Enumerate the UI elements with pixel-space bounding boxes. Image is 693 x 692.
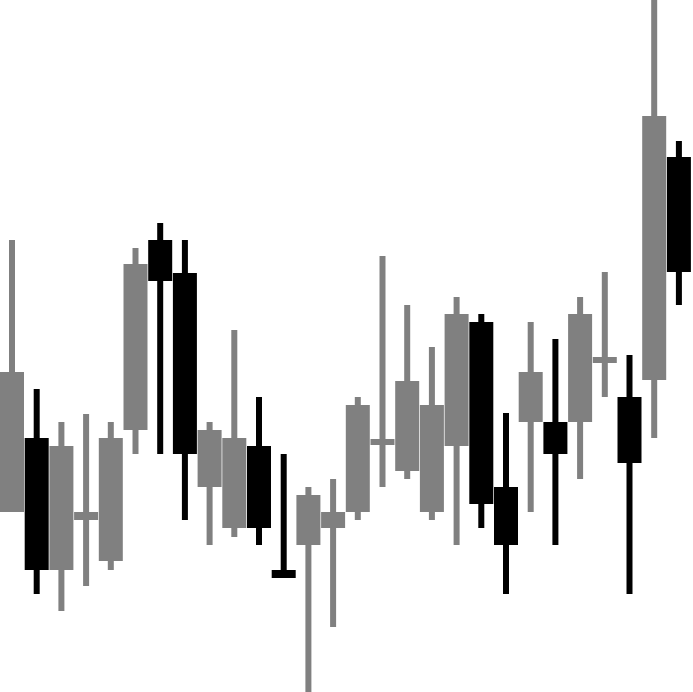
candle-26 <box>642 0 667 438</box>
candle-22 <box>543 339 568 545</box>
candle-27 <box>666 141 691 305</box>
candle-body-10 <box>247 446 271 528</box>
candle-wick-15 <box>379 256 386 487</box>
candle-body-20 <box>494 487 518 545</box>
candle-body-27 <box>666 157 691 272</box>
candle-body-25 <box>617 397 642 463</box>
candle-body-4 <box>98 438 123 561</box>
candle-11 <box>271 454 296 578</box>
candle-8 <box>197 422 222 545</box>
candle-7 <box>172 240 197 520</box>
candle-body-8 <box>197 430 222 487</box>
candle-5 <box>123 248 148 454</box>
candle-body-23 <box>568 314 593 422</box>
candle-body-14 <box>345 405 370 512</box>
candle-body-22 <box>543 422 568 454</box>
candle-body-13 <box>321 512 346 528</box>
candle-body-26 <box>642 116 667 380</box>
candle-body-19 <box>469 322 494 504</box>
candle-19 <box>469 314 494 528</box>
candle-body-2 <box>49 446 74 570</box>
candle-body-9 <box>222 438 247 528</box>
candle-body-7 <box>172 273 197 454</box>
candle-wick-13 <box>330 479 337 627</box>
candle-wick-3 <box>83 414 90 586</box>
candle-10 <box>247 397 271 545</box>
candle-13 <box>321 479 346 627</box>
candle-wick-6 <box>157 223 164 454</box>
candle-wick-11 <box>280 454 287 578</box>
candle-body-21 <box>518 372 543 422</box>
candle-1 <box>24 389 49 594</box>
candle-3 <box>74 414 99 586</box>
candle-body-15 <box>370 439 395 445</box>
candle-23 <box>568 297 593 479</box>
candle-15 <box>370 256 395 487</box>
candle-body-11 <box>271 570 296 578</box>
candle-6 <box>148 223 173 454</box>
candle-24 <box>592 272 617 397</box>
candle-body-5 <box>123 264 148 430</box>
candle-2 <box>49 422 74 611</box>
candle-17 <box>419 347 444 520</box>
candle-14 <box>345 397 370 520</box>
candle-21 <box>518 322 543 512</box>
candle-wick-12 <box>305 487 312 692</box>
candle-body-18 <box>444 314 469 446</box>
candle-body-16 <box>395 381 420 471</box>
candle-body-1 <box>24 438 49 570</box>
candle-9 <box>222 330 247 537</box>
candle-wick-24 <box>601 272 608 397</box>
candle-body-12 <box>296 495 321 545</box>
candle-wick-25 <box>626 355 633 594</box>
candle-body-24 <box>592 357 617 363</box>
candle-body-17 <box>419 405 444 512</box>
candle-body-0 <box>0 372 24 512</box>
candle-16 <box>395 305 420 479</box>
candle-wick-9 <box>231 330 238 537</box>
candle-25 <box>617 355 642 594</box>
candle-0 <box>0 240 24 512</box>
candle-12 <box>296 487 321 692</box>
candle-18 <box>444 297 469 545</box>
candle-4 <box>98 422 123 570</box>
candle-20 <box>494 413 518 594</box>
candle-body-3 <box>74 512 99 520</box>
candle-body-6 <box>148 240 173 281</box>
